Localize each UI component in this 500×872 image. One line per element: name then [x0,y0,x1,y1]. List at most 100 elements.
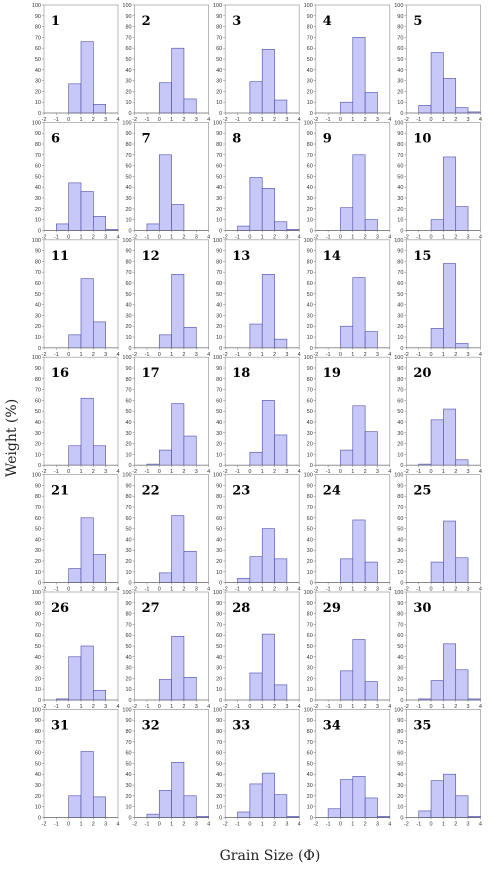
x-tick-label: 0 [248,117,251,123]
x-tick-label: -1 [54,469,59,475]
bar [364,797,378,818]
x-tick-label: 2 [273,821,276,827]
y-tick-label: 30 [35,783,41,789]
bar [261,528,275,583]
y-tick-label: 100 [122,473,131,479]
y-tick-label: 20 [125,207,131,213]
panel-number-label: 28 [232,601,250,616]
bar [261,772,275,818]
panel-number-label: 35 [413,718,431,733]
y-tick-label: 100 [32,355,41,361]
x-tick-label: 1 [261,704,264,710]
y-tick-label: 0 [310,111,313,117]
bar [418,105,432,114]
bar [171,204,185,231]
x-tick-label: 3 [104,587,107,593]
x-tick-label: 2 [273,352,276,358]
x-tick-label: 3 [285,469,288,475]
x-tick-label: -2 [223,704,228,710]
y-tick-label: 20 [397,559,403,565]
y-tick-label: 70 [35,622,41,628]
y-tick-label: 100 [304,707,313,713]
y-tick-label: 40 [35,185,41,191]
x-tick-label: 4 [388,234,391,240]
y-tick-label: 0 [219,581,222,587]
bar [352,154,366,231]
bar [274,434,288,466]
y-tick-label: 60 [216,751,222,757]
bar [430,328,444,349]
y-tick-label: 60 [216,633,222,639]
y-tick-label: 30 [125,548,131,554]
x-tick-label: 0 [248,587,251,593]
bar [68,656,82,701]
y-tick-label: 40 [35,303,41,309]
y-tick-label: 20 [216,559,222,565]
bar [430,680,444,701]
y-tick-label: 40 [125,185,131,191]
y-tick-label: 90 [307,601,313,607]
y-tick-label: 30 [35,313,41,319]
y-tick-label: 10 [216,218,222,224]
y-tick-label: 30 [216,666,222,672]
y-tick-label: 0 [400,228,403,234]
y-tick-label: 90 [397,718,403,724]
x-tick-label: 4 [207,234,210,240]
y-tick-label: 90 [35,249,41,255]
y-tick-label: 20 [216,207,222,213]
panel-number-label: 5 [413,14,422,29]
y-tick-label: 0 [400,346,403,352]
y-tick-label: 40 [35,420,41,426]
x-tick-label: 2 [454,821,457,827]
y-tick-label: 80 [397,612,403,618]
panel-number-label: 29 [323,601,341,616]
panel-number-label: 17 [142,366,160,381]
x-tick-label: -1 [235,117,240,123]
y-tick-label: 70 [307,740,313,746]
y-tick-label: 40 [397,537,403,543]
x-tick-label: -2 [42,704,47,710]
x-tick-label: -2 [313,469,318,475]
y-tick-label: 60 [397,398,403,404]
bar [261,633,275,701]
y-tick-label: 30 [397,548,403,554]
y-tick-label: 70 [125,270,131,276]
x-tick-label: 0 [430,352,433,358]
y-tick-label: 30 [307,548,313,554]
y-tick-label: 0 [400,111,403,117]
y-tick-label: 0 [129,581,132,587]
y-tick-label: 50 [397,761,403,767]
y-tick-label: 70 [307,270,313,276]
y-tick-label: 100 [213,473,222,479]
y-tick-label: 90 [307,483,313,489]
x-tick-label: 4 [116,234,119,240]
y-tick-label: 100 [394,355,403,361]
x-tick-label: 4 [298,352,301,358]
y-tick-label: 70 [307,622,313,628]
y-tick-label: 40 [35,772,41,778]
y-tick-label: 20 [397,89,403,95]
bar [261,274,275,349]
y-tick-label: 40 [125,655,131,661]
x-tick-label: -2 [42,352,47,358]
panel-number-label: 10 [413,131,431,146]
y-tick-label: 70 [35,740,41,746]
y-tick-label: 40 [216,655,222,661]
y-tick-label: 50 [397,644,403,650]
x-tick-label: 1 [79,469,82,475]
x-tick-label: 1 [442,469,445,475]
bar [146,223,160,231]
x-tick-label: 3 [195,469,198,475]
x-tick-label: -2 [404,352,409,358]
x-tick-label: 4 [116,704,119,710]
y-tick-label: 60 [307,398,313,404]
x-tick-label: 3 [467,352,470,358]
bar [430,561,444,583]
y-tick-label: 100 [394,238,403,244]
y-tick-label: 80 [397,142,403,148]
y-tick-label: 80 [307,612,313,618]
y-tick-label: 50 [35,57,41,63]
